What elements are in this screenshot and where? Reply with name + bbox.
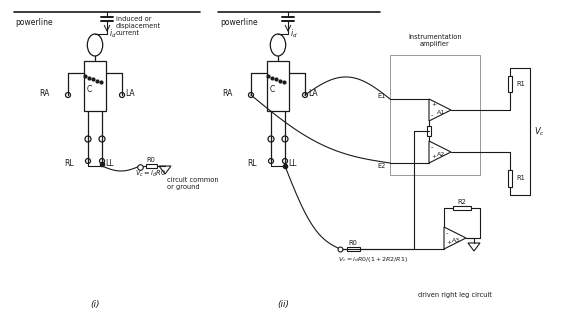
Text: -: - [431, 112, 434, 118]
Bar [267, 61, 289, 111]
Text: (ii): (ii) [277, 301, 289, 310]
Text: C: C [270, 84, 275, 94]
Text: $i_d$: $i_d$ [109, 28, 117, 41]
Text: RL: RL [65, 158, 74, 168]
Text: A2: A2 [437, 152, 445, 157]
Text: circuit common
or ground: circuit common or ground [167, 177, 219, 190]
Text: LA: LA [308, 89, 318, 98]
Text: LL: LL [105, 158, 113, 168]
Text: E1: E1 [378, 93, 386, 99]
Text: A1: A1 [437, 110, 445, 114]
Ellipse shape [270, 34, 286, 56]
Text: +: + [446, 240, 451, 245]
Text: (i): (i) [90, 301, 100, 310]
Text: -: - [431, 144, 434, 150]
Bar [346, 247, 359, 251]
Bar [84, 61, 106, 111]
Circle shape [248, 93, 253, 98]
Circle shape [86, 158, 91, 163]
Circle shape [120, 93, 125, 98]
Polygon shape [429, 141, 451, 163]
Text: -: - [446, 230, 448, 236]
Circle shape [99, 136, 105, 142]
Text: R0: R0 [146, 157, 155, 163]
Bar [146, 164, 156, 168]
Bar [508, 76, 512, 92]
Polygon shape [429, 99, 451, 121]
Circle shape [66, 93, 70, 98]
Circle shape [99, 158, 104, 163]
Bar [427, 126, 431, 136]
Text: R2: R2 [458, 199, 467, 205]
Polygon shape [468, 243, 480, 251]
Text: R1: R1 [516, 175, 524, 181]
Circle shape [85, 136, 91, 142]
Text: $V_c = i_d R0 / (1+2R2/R1)$: $V_c = i_d R0 / (1+2R2/R1)$ [338, 255, 408, 264]
Text: RL: RL [247, 158, 257, 168]
Circle shape [268, 136, 274, 142]
Text: LL: LL [288, 158, 297, 168]
Circle shape [282, 136, 288, 142]
Text: Instrumentation
amplifier: Instrumentation amplifier [408, 34, 462, 47]
Text: +: + [431, 102, 436, 107]
Text: +: + [431, 154, 436, 159]
Text: C: C [87, 84, 92, 94]
Text: $V_c = i_d R0$: $V_c = i_d R0$ [135, 169, 166, 179]
Polygon shape [444, 227, 466, 249]
Ellipse shape [87, 34, 103, 56]
Text: $i_d$: $i_d$ [290, 28, 298, 41]
Text: LA: LA [125, 89, 134, 98]
Text: powerline: powerline [15, 18, 53, 27]
Text: induced or
displacement
current: induced or displacement current [116, 16, 161, 36]
Text: RA: RA [223, 89, 233, 98]
Circle shape [303, 93, 307, 98]
Circle shape [282, 158, 287, 163]
Bar [508, 170, 512, 187]
Bar [390, 55, 480, 175]
Text: $V_c$: $V_c$ [534, 125, 545, 138]
Text: driven right leg circuit: driven right leg circuit [418, 292, 492, 298]
Circle shape [269, 158, 273, 163]
Bar [453, 206, 471, 210]
Text: A3: A3 [452, 238, 460, 243]
Text: RA: RA [40, 89, 50, 98]
Text: R1: R1 [516, 81, 524, 87]
Text: E2: E2 [378, 163, 386, 169]
Text: powerline: powerline [220, 18, 257, 27]
Text: R0: R0 [349, 240, 357, 246]
Polygon shape [159, 166, 171, 174]
